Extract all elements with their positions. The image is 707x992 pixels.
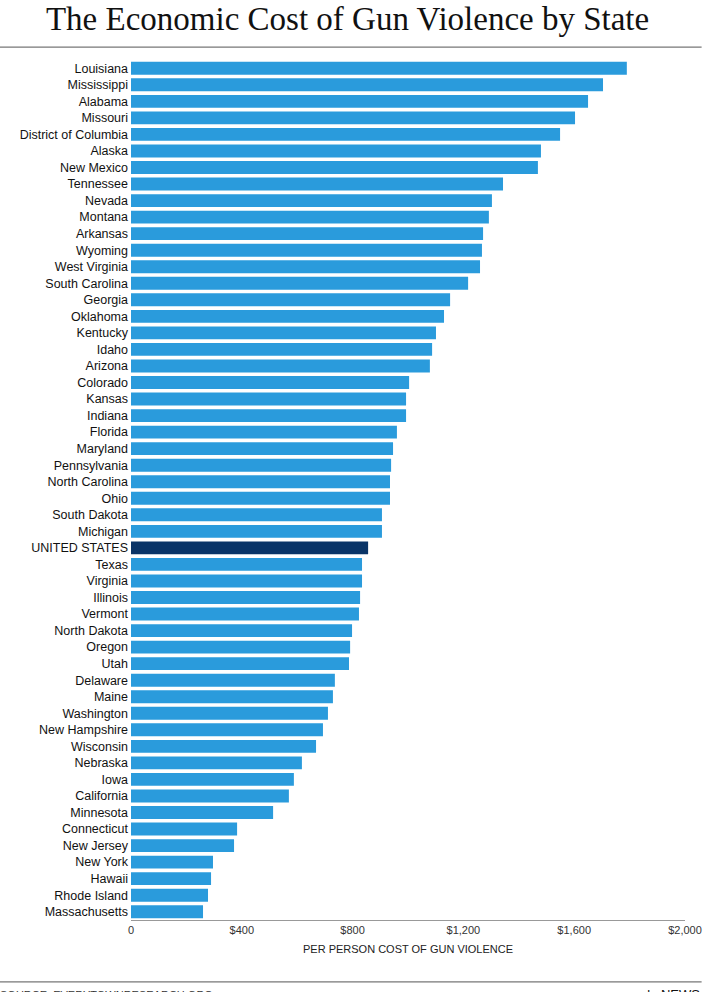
svg-text:Florida: Florida [90,425,128,439]
svg-text:New Mexico: New Mexico [60,161,128,175]
svg-text:Hawaii: Hawaii [90,872,128,886]
svg-text:New Hampshire: New Hampshire [39,723,128,737]
svg-text:0: 0 [128,924,134,936]
svg-text:Alabama: Alabama [79,95,128,109]
svg-text:SOURCE: EVERYTOWNRESEARCH.ORG: SOURCE: EVERYTOWNRESEARCH.ORG [0,989,213,992]
svg-text:Nevada: Nevada [85,194,128,208]
svg-text:Kentucky: Kentucky [77,326,129,340]
svg-text:Louisiana: Louisiana [74,62,128,76]
svg-text:Pennsylvania: Pennsylvania [54,459,128,473]
svg-text:Missouri: Missouri [81,111,128,125]
svg-text:Washington: Washington [62,707,128,721]
svg-text:Alaska: Alaska [90,144,128,158]
svg-text:Oklahoma: Oklahoma [71,310,128,324]
svg-text:Virginia: Virginia [87,574,129,588]
svg-text:Montana: Montana [79,210,128,224]
svg-text:$800: $800 [340,924,364,936]
svg-text:Georgia: Georgia [84,293,129,307]
svg-text:The Economic Cost of Gun Viole: The Economic Cost of Gun Violence by Sta… [46,1,649,37]
svg-text:North Dakota: North Dakota [54,624,128,638]
svg-text:Indiana: Indiana [87,409,128,423]
svg-text:Illinois: Illinois [93,591,128,605]
svg-text:Utah: Utah [102,657,128,671]
svg-text:Maine: Maine [94,690,128,704]
svg-text:New Jersey: New Jersey [63,839,129,853]
svg-text:Wyoming: Wyoming [76,244,128,258]
svg-text:Ohio: Ohio [102,492,128,506]
svg-text:Maryland: Maryland [77,442,128,456]
svg-text:California: California [75,789,128,803]
svg-text:New York: New York [75,855,129,869]
svg-text:Connecticut: Connecticut [62,822,129,836]
svg-text:$1,200: $1,200 [447,924,481,936]
svg-text:Tennessee: Tennessee [68,177,129,191]
svg-text:Idaho: Idaho [97,343,128,357]
svg-text:Arkansas: Arkansas [76,227,128,241]
svg-text:$400: $400 [230,924,254,936]
svg-text:UNITED STATES: UNITED STATES [31,541,128,555]
svg-text:Minnesota: Minnesota [70,806,128,820]
svg-text:$1,600: $1,600 [557,924,591,936]
svg-text:South Dakota: South Dakota [52,508,128,522]
svg-text:Colorado: Colorado [77,376,128,390]
svg-text:$2,000: $2,000 [668,924,702,936]
svg-text:Mississippi: Mississippi [68,78,128,92]
svg-text:Wisconsin: Wisconsin [71,740,128,754]
svg-text:West Virginia: West Virginia [55,260,128,274]
svg-text:Michigan: Michigan [78,525,128,539]
svg-text:Oregon: Oregon [86,640,128,654]
svg-text:South Carolina: South Carolina [45,277,128,291]
svg-text:Texas: Texas [95,558,128,572]
svg-text:Kansas: Kansas [86,392,128,406]
svg-text:Rhode Island: Rhode Island [54,889,128,903]
svg-text:PER PERSON COST OF GUN VIOLENC: PER PERSON COST OF GUN VIOLENCE [303,943,513,955]
svg-text:District of Columbia: District of Columbia [20,128,128,142]
svg-text:North Carolina: North Carolina [47,475,128,489]
svg-text:Vermont: Vermont [81,607,128,621]
svg-text:Arizona: Arizona [86,359,128,373]
svg-text:Nebraska: Nebraska [75,756,129,770]
svg-text:Delaware: Delaware [75,674,128,688]
svg-text:abcNEWS: abcNEWS [640,987,700,992]
svg-text:Iowa: Iowa [102,773,128,787]
svg-text:Massachusetts: Massachusetts [45,905,128,919]
